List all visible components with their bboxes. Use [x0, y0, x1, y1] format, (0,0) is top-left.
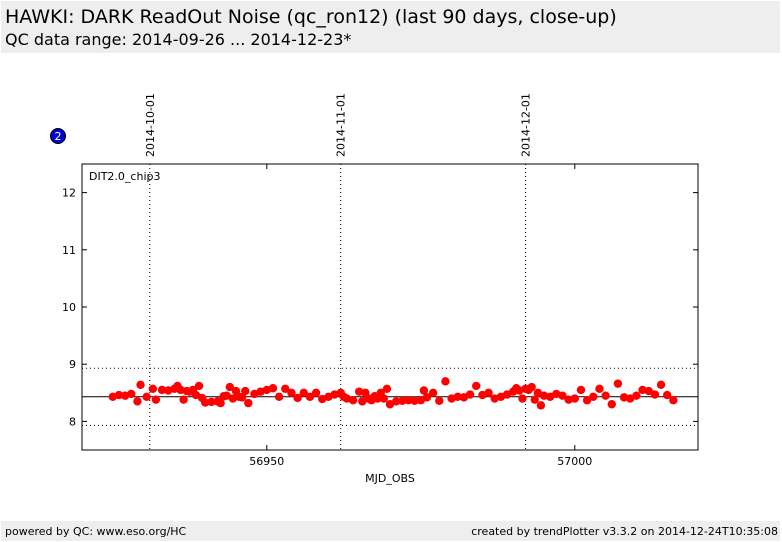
data-point — [607, 400, 616, 409]
data-point — [142, 392, 151, 402]
data-point — [299, 388, 308, 397]
data-point — [157, 385, 167, 395]
chart-title: HAWKI: DARK ReadOut Noise (qc_ron12) (la… — [5, 6, 617, 28]
data-point — [428, 388, 438, 397]
data-point — [669, 396, 678, 405]
x-axis-label: MJD_OBS — [365, 472, 415, 485]
data-point — [136, 380, 145, 389]
data-point — [114, 390, 124, 400]
y-tick-label: 12 — [62, 187, 76, 200]
data-point — [644, 386, 653, 396]
data-point — [379, 394, 389, 403]
data-point — [225, 382, 235, 392]
data-point — [518, 394, 527, 403]
data-point — [311, 388, 321, 397]
data-point — [527, 382, 536, 392]
data-point — [472, 381, 481, 391]
data-point — [601, 391, 610, 400]
data-point — [151, 395, 161, 404]
x-tick-label: 57000 — [557, 455, 592, 468]
data-point — [244, 398, 253, 408]
data-point — [589, 392, 598, 402]
data-point — [441, 377, 450, 386]
y-tick-label: 10 — [62, 301, 76, 314]
number-badge-label: 2 — [55, 130, 62, 143]
data-point — [558, 391, 567, 400]
data-point — [613, 379, 623, 388]
data-point — [216, 398, 225, 408]
data-point — [576, 385, 586, 395]
data-point — [127, 389, 136, 399]
data-point — [595, 384, 604, 393]
date-marker-label: 2014-12-01 — [520, 93, 533, 157]
data-point — [453, 392, 462, 402]
data-point — [663, 390, 672, 400]
data-point — [207, 397, 216, 407]
data-point — [465, 390, 475, 399]
footer-created-by: created by trendPlotter v3.3.2 on 2014-1… — [471, 525, 778, 538]
number-badge — [50, 128, 66, 144]
data-point — [268, 384, 278, 393]
x-tick-label: 56950 — [249, 455, 284, 468]
y-tick-label: 11 — [62, 244, 76, 257]
data-point — [348, 396, 358, 405]
data-point — [201, 398, 210, 407]
data-point — [194, 381, 204, 391]
data-point — [435, 396, 444, 406]
data-point — [398, 396, 407, 406]
data-point — [148, 384, 158, 393]
data-point — [404, 396, 413, 405]
data-point — [179, 395, 188, 404]
data-point — [632, 391, 641, 400]
data-point — [305, 392, 315, 402]
data-range-subtitle: QC data range: 2014-09-26 ... 2014-12-23… — [5, 30, 352, 49]
data-point — [391, 397, 401, 406]
data-point — [274, 392, 284, 402]
y-tick-label: 8 — [69, 415, 76, 428]
footer-powered-by: powered by QC: www.eso.org/HC — [5, 525, 187, 538]
data-point — [410, 396, 419, 406]
date-marker-label: 2014-10-01 — [144, 93, 157, 157]
data-point — [422, 393, 432, 402]
data-point — [287, 388, 296, 397]
y-tick-label: 9 — [69, 358, 76, 371]
data-point — [293, 393, 302, 403]
data-point — [419, 386, 429, 395]
data-point — [530, 395, 539, 404]
footer-bar: powered by QC: www.eso.org/HC created by… — [1, 521, 780, 541]
data-point — [281, 384, 290, 393]
data-point — [582, 396, 592, 405]
data-point — [237, 393, 247, 402]
data-point — [133, 397, 142, 406]
data-point — [650, 390, 660, 399]
date-marker-label: 2014-11-01 — [335, 93, 348, 157]
data-point — [570, 394, 579, 403]
data-point — [241, 386, 250, 396]
data-point — [382, 384, 392, 393]
data-point — [536, 401, 546, 410]
header-bar: HAWKI: DARK ReadOut Noise (qc_ron12) (la… — [1, 1, 780, 53]
data-point — [484, 388, 493, 397]
panel-label: DIT2.0_chip3 — [89, 170, 160, 183]
data-point — [656, 380, 666, 389]
